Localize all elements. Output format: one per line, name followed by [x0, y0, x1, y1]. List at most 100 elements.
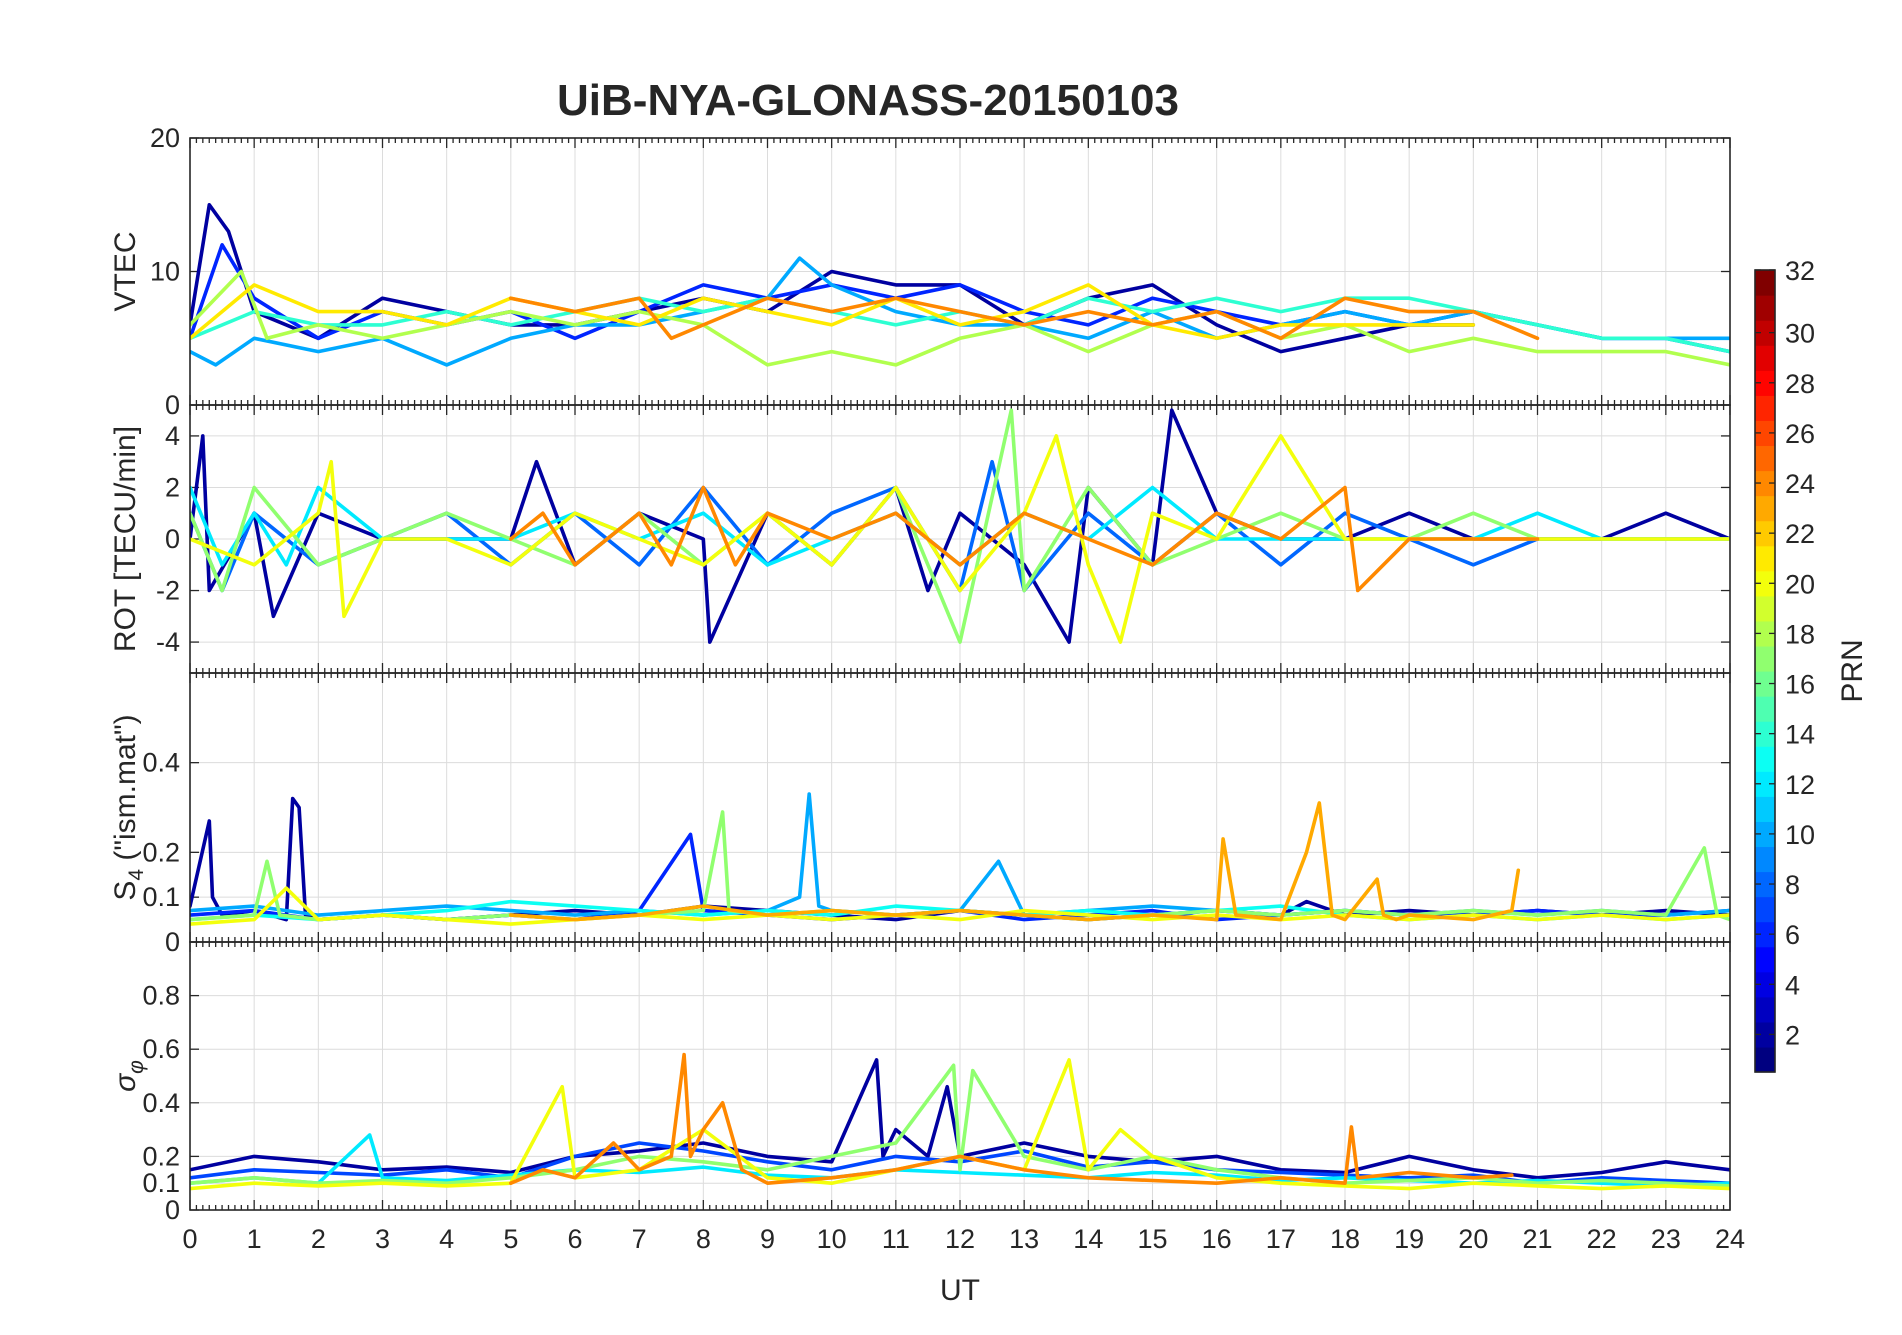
colorbar-swatch [1755, 420, 1775, 447]
colorbar-tick-label: 6 [1785, 920, 1800, 950]
colorbar-tick-label: 24 [1785, 469, 1815, 499]
colorbar-tick-label: 16 [1785, 670, 1815, 700]
panel-sigma: 0.8 0.6 0.4 0.20.10 σφ [109, 941, 1731, 1225]
x-tick-label: 11 [882, 1224, 910, 1254]
x-tick-label: 24 [1715, 1224, 1745, 1254]
x-tick-label: 9 [760, 1224, 775, 1254]
y-tick-label: 0 [165, 390, 180, 420]
x-tick-label: 16 [1202, 1224, 1232, 1254]
x-tick-label: 3 [375, 1224, 390, 1254]
colorbar-tick-label: 32 [1785, 256, 1815, 286]
x-tick-label: 0 [182, 1224, 197, 1254]
panel-frame [189, 941, 1731, 1211]
y-tick-label: 0.6 [142, 1034, 180, 1064]
y-tick-label: -4 [156, 627, 180, 657]
y-axis-label-subscript: 4 [125, 869, 148, 881]
colorbar-tick-label: 12 [1785, 770, 1815, 800]
y-tick-label: 10 [150, 257, 180, 287]
colorbar-swatch [1755, 696, 1775, 722]
colorbar-swatch [1755, 620, 1775, 647]
y-tick-label: 4 [165, 421, 180, 451]
colorbar-tick-label: 14 [1785, 720, 1815, 750]
x-tick-label: 8 [696, 1224, 711, 1254]
x-tick-label: 10 [817, 1224, 847, 1254]
y-axis-label: ROT [TECU/min] [109, 426, 142, 652]
x-tick-label: 15 [1137, 1224, 1167, 1254]
colorbar-swatch [1755, 796, 1775, 822]
series-line-prn-10 [190, 256, 1730, 367]
colorbar-swatch [1755, 520, 1775, 547]
colorbar-swatch [1755, 746, 1775, 772]
colorbar-swatch [1755, 595, 1775, 622]
chart-title: UiB-NYA-GLONASS-20150103 [557, 76, 1179, 125]
series-line-prn-24 [508, 485, 1540, 593]
colorbar-tick-label: 26 [1785, 419, 1815, 449]
x-tick-label: 18 [1330, 1224, 1360, 1254]
colorbar-tick-label: 8 [1785, 870, 1800, 900]
y-tick-label: -2 [156, 576, 180, 606]
x-axis: 0 1 2 3 4 5 6 7 8 9 10 11 12 13 14 15 16 17 18 19 20 21 22 23 24 [182, 1224, 1745, 1254]
colorbar-frame [1754, 269, 1776, 1073]
y-tick-label: 0.1 [142, 1168, 180, 1198]
colorbar-swatch [1755, 320, 1775, 346]
colorbar-swatch [1755, 470, 1775, 497]
x-tick-label: 14 [1073, 1224, 1103, 1254]
x-tick-label: 22 [1587, 1224, 1617, 1254]
colorbar-swatch [1755, 721, 1775, 747]
y-tick-label: 0.8 [142, 981, 180, 1011]
x-tick-label: 7 [632, 1224, 647, 1254]
panel-vtec: 20 10 VTEC [109, 123, 1731, 406]
y-tick-label: 0.4 [142, 1088, 180, 1118]
x-tick-label: 17 [1266, 1224, 1296, 1254]
x-axis-label: UT [940, 1274, 980, 1307]
y-tick-label: 0 [165, 927, 180, 957]
y-tick-label: 0 [165, 524, 180, 554]
x-tick-label: 4 [439, 1224, 454, 1254]
colorbar-swatch [1755, 921, 1775, 948]
colorbar-tick-label: 22 [1785, 519, 1815, 549]
x-tick-label: 6 [567, 1224, 582, 1254]
x-tick-label: 1 [247, 1224, 262, 1254]
colorbar-swatch [1755, 495, 1775, 522]
y-tick-label: 20 [150, 123, 180, 153]
y-axis-label: VTEC [109, 231, 142, 311]
colorbar-swatch [1755, 821, 1775, 848]
y-axis-label-main: σ [109, 1072, 142, 1092]
colorbar-swatch [1755, 971, 1775, 998]
x-tick-label: 2 [311, 1224, 326, 1254]
colorbar-swatch [1755, 395, 1775, 421]
colorbar-swatch [1755, 671, 1775, 697]
x-tick-label: 20 [1458, 1224, 1488, 1254]
series-line-prn-17 [190, 1063, 1730, 1188]
colorbar-swatch [1755, 871, 1775, 898]
colorbar-swatch [1755, 445, 1775, 472]
colorbar-swatch [1755, 370, 1775, 396]
colorbar-tick-label: 2 [1785, 1020, 1800, 1050]
colorbar-tick-label: 28 [1785, 369, 1815, 399]
series-line-prn-24 [508, 296, 1540, 341]
colorbar-swatch [1755, 645, 1775, 672]
colorbar-tick-label: 30 [1785, 319, 1815, 349]
series-group [190, 1052, 1730, 1191]
series-line-prn-18 [190, 269, 1730, 367]
colorbar-label: PRN [1836, 639, 1869, 702]
series-line-prn-17 [190, 408, 1730, 644]
panel-s4: 0.4 0.2 0.1 0 S4 ("ism.mat") [109, 672, 1731, 957]
colorbar-swatch [1755, 1046, 1775, 1073]
series-line-prn-2 [190, 1058, 1730, 1180]
x-tick-label: 23 [1651, 1224, 1681, 1254]
y-tick-label: 0.1 [142, 882, 180, 912]
colorbar-tick-label: 18 [1785, 619, 1815, 649]
series-group [190, 203, 1730, 367]
colorbar-tick-label: 10 [1785, 820, 1815, 850]
y-axis-label: σφ [109, 1060, 148, 1092]
series-line-prn-24 [508, 1052, 1514, 1185]
series-group [190, 408, 1730, 644]
x-tick-label: 21 [1522, 1224, 1552, 1254]
y-tick-label: 0.2 [142, 1141, 180, 1171]
y-tick-label: 2 [165, 472, 180, 502]
